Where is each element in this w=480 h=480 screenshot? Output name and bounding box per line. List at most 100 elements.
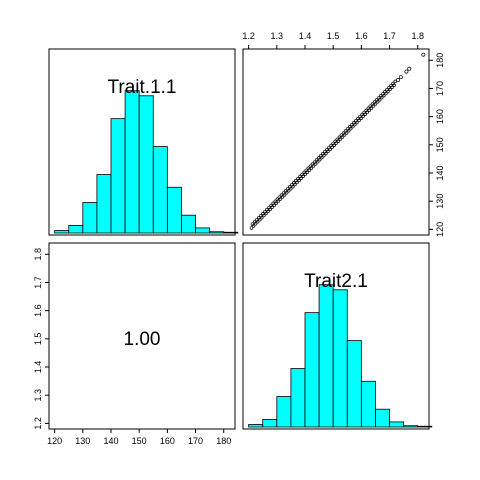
right-axis-tick-label: 180 — [435, 53, 445, 68]
scatter-point-outlier-0 — [396, 78, 400, 82]
histogram-trait1 — [54, 90, 239, 234]
scatter-point — [330, 145, 334, 150]
scatter-point — [303, 172, 307, 176]
scatter-point — [363, 112, 367, 116]
hist-trait1-bar-7 — [152, 146, 168, 234]
hist-trait2-bar-4 — [304, 312, 320, 428]
scatter-point-outlier-2 — [404, 69, 409, 74]
left-axis-tick-label: 1.4 — [33, 361, 43, 374]
scatter-panel — [242, 48, 430, 236]
scatter-point — [355, 120, 359, 125]
scatter-point — [326, 149, 330, 154]
bottom-axis-tick-label: 140 — [103, 436, 118, 446]
scatter-point — [289, 186, 293, 191]
scatter-point — [291, 184, 295, 189]
scatter-point — [272, 203, 276, 207]
scatter-point — [351, 124, 355, 129]
hist-trait1-bar-12 — [223, 231, 239, 234]
scatter-point — [278, 197, 283, 201]
scatter-point — [379, 95, 384, 100]
left-axis-trait2: 1.2 1.3 1.4 1.5 1.6 1.7 1.8 — [33, 248, 50, 430]
scatter-point — [262, 213, 266, 218]
scatter-point — [382, 93, 386, 98]
hist-trait1-bar-11 — [209, 231, 225, 234]
panel-frame-top-left — [48, 48, 236, 236]
hist-trait2-bar-1 — [262, 418, 278, 428]
correlation-panel: 1.00 — [48, 242, 236, 430]
hist-trait2-bar-8 — [360, 380, 376, 428]
hist-trait1-bar-2 — [82, 202, 98, 234]
hist-trait2-bar-5 — [318, 284, 334, 428]
left-axis-tick-label: 1.3 — [33, 389, 43, 402]
hist-trait1-bar-4 — [110, 118, 126, 234]
scatter-point — [359, 116, 363, 121]
scatter-point — [365, 110, 370, 114]
scatter-point — [264, 211, 268, 216]
hist-trait2-bar-2 — [276, 396, 292, 428]
scatter-point — [338, 137, 343, 141]
scatter-point — [392, 83, 396, 87]
top-axis-tick-label: 1.8 — [411, 31, 424, 41]
hist-trait1-bar-9 — [181, 214, 196, 234]
scatter-point — [282, 193, 287, 197]
scatter-point — [384, 91, 388, 96]
right-axis-tick-label: 120 — [435, 222, 445, 237]
hist-trait1-bar-6 — [138, 95, 154, 234]
hist-trait2-bar-10 — [389, 421, 405, 428]
scatter-point — [371, 104, 376, 108]
scatter-point — [260, 215, 264, 220]
hist-trait1-bar-0 — [54, 230, 70, 234]
scatter-point — [276, 199, 281, 203]
scatter-point — [293, 182, 297, 187]
scatter-point — [317, 157, 322, 162]
hist-trait1-bar-10 — [195, 227, 211, 234]
left-axis-tick-label: 1.5 — [33, 333, 43, 346]
scatter-point — [373, 102, 378, 106]
scatter-point — [315, 160, 320, 164]
scatter-point — [324, 151, 328, 156]
left-axis-tick-label: 1.8 — [33, 248, 43, 261]
scatter-point — [280, 195, 285, 199]
right-axis-tick-label: 130 — [435, 194, 445, 209]
scatter-point — [257, 217, 262, 222]
bottom-axis-trait1: 120 130 140 150 160 170 180 — [47, 428, 231, 446]
left-axis-tick-label: 1.2 — [33, 417, 43, 430]
scatter-point — [307, 168, 312, 172]
scatter-point — [336, 139, 341, 143]
scatter-point — [313, 162, 318, 166]
bottom-axis-tick-label: 170 — [188, 436, 203, 446]
histogram-panel-trait1: Trait.1.1 — [48, 48, 239, 236]
scatter-point — [344, 131, 349, 135]
scatter-point — [268, 207, 272, 212]
scatter-point — [299, 176, 303, 181]
hist-trait2-bar-7 — [346, 340, 362, 428]
scatter-point-outlier-4 — [421, 52, 426, 57]
scatter-point — [390, 85, 394, 90]
hist-trait1-bar-5 — [124, 90, 140, 234]
scatter-point — [367, 108, 372, 112]
scatter-point — [301, 174, 305, 178]
diag-label-trait2: Trait2.1 — [304, 271, 368, 292]
left-axis-tick-label: 1.6 — [33, 304, 43, 317]
scatter-point — [340, 135, 345, 139]
correlation-value: 1.00 — [124, 329, 161, 350]
histogram-panel-trait2: Trait2.1 — [242, 242, 433, 430]
scatter-point — [274, 201, 279, 205]
scatter-point — [311, 164, 316, 168]
scatter-point — [332, 143, 336, 147]
top-axis-tick-label: 1.2 — [242, 31, 255, 41]
scatter-point — [369, 106, 374, 110]
panel-frame-bottom-right — [242, 242, 430, 430]
scatter-point — [328, 147, 332, 152]
hist-trait2-bar-0 — [248, 424, 264, 428]
top-axis-tick-label: 1.5 — [327, 31, 340, 41]
scatter-point — [251, 224, 256, 228]
right-axis-tick-label: 150 — [435, 137, 445, 152]
top-axis-tick-label: 1.4 — [299, 31, 312, 41]
histogram-trait2 — [248, 284, 433, 428]
scatter-point-outlier-3 — [407, 66, 412, 71]
scatter-point — [357, 118, 361, 123]
hist-trait2-bar-12 — [417, 425, 433, 428]
scatter-point — [295, 180, 299, 185]
